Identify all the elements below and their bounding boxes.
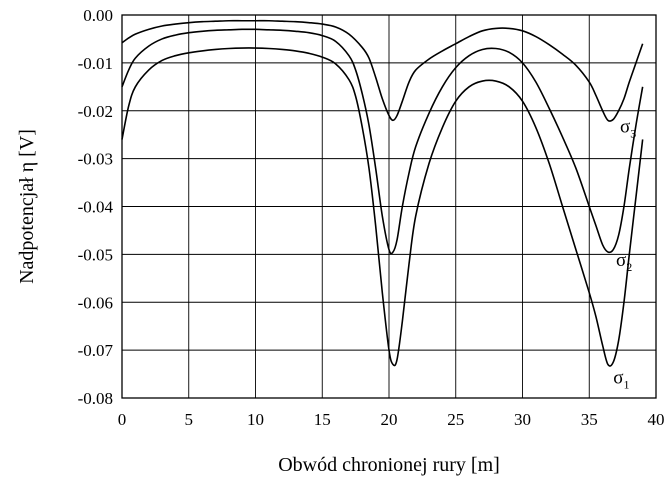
x-tick-label: 25	[447, 410, 464, 429]
y-tick-label: -0.06	[78, 293, 113, 312]
y-axis-ticks: 0.00 -0.01 -0.02 -0.03 -0.04 -0.05 -0.06 -0.07 -…	[78, 6, 114, 408]
y-tick-label: -0.08	[78, 389, 113, 408]
x-tick-label: 30	[514, 410, 531, 429]
x-tick-label: 0	[118, 410, 127, 429]
y-tick-label: -0.03	[78, 150, 113, 169]
x-axis-title: Obwód chronionej rury [m]	[278, 454, 500, 476]
grid-lines	[121, 14, 657, 399]
x-tick-label: 15	[314, 410, 331, 429]
y-tick-label: -0.01	[78, 54, 113, 73]
y-tick-label: 0.00	[83, 6, 113, 25]
x-axis-ticks: 0 5 10 15 20 25 30 35 40	[118, 410, 665, 429]
series-layer	[121, 19, 644, 367]
series-line-0	[121, 19, 644, 122]
series-label: σ2	[616, 250, 632, 274]
y-tick-label: -0.07	[78, 341, 114, 360]
series-label: σ1	[613, 368, 629, 392]
y-tick-label: -0.04	[78, 198, 114, 217]
plot-area-frame	[121, 14, 657, 399]
x-tick-label: 40	[648, 410, 665, 429]
x-tick-label: 20	[381, 410, 398, 429]
x-tick-label: 35	[581, 410, 598, 429]
x-tick-label: 10	[247, 410, 264, 429]
y-tick-label: -0.02	[78, 102, 113, 121]
series-label: σ3	[620, 116, 636, 140]
y-axis-title: Nadpotencjał η [V]	[16, 129, 38, 284]
series-line-1	[121, 28, 644, 255]
series-labels: σ3 σ2 σ1	[613, 116, 636, 391]
y-tick-label: -0.05	[78, 245, 113, 264]
x-tick-label: 5	[185, 410, 194, 429]
series-line-2	[121, 47, 644, 367]
